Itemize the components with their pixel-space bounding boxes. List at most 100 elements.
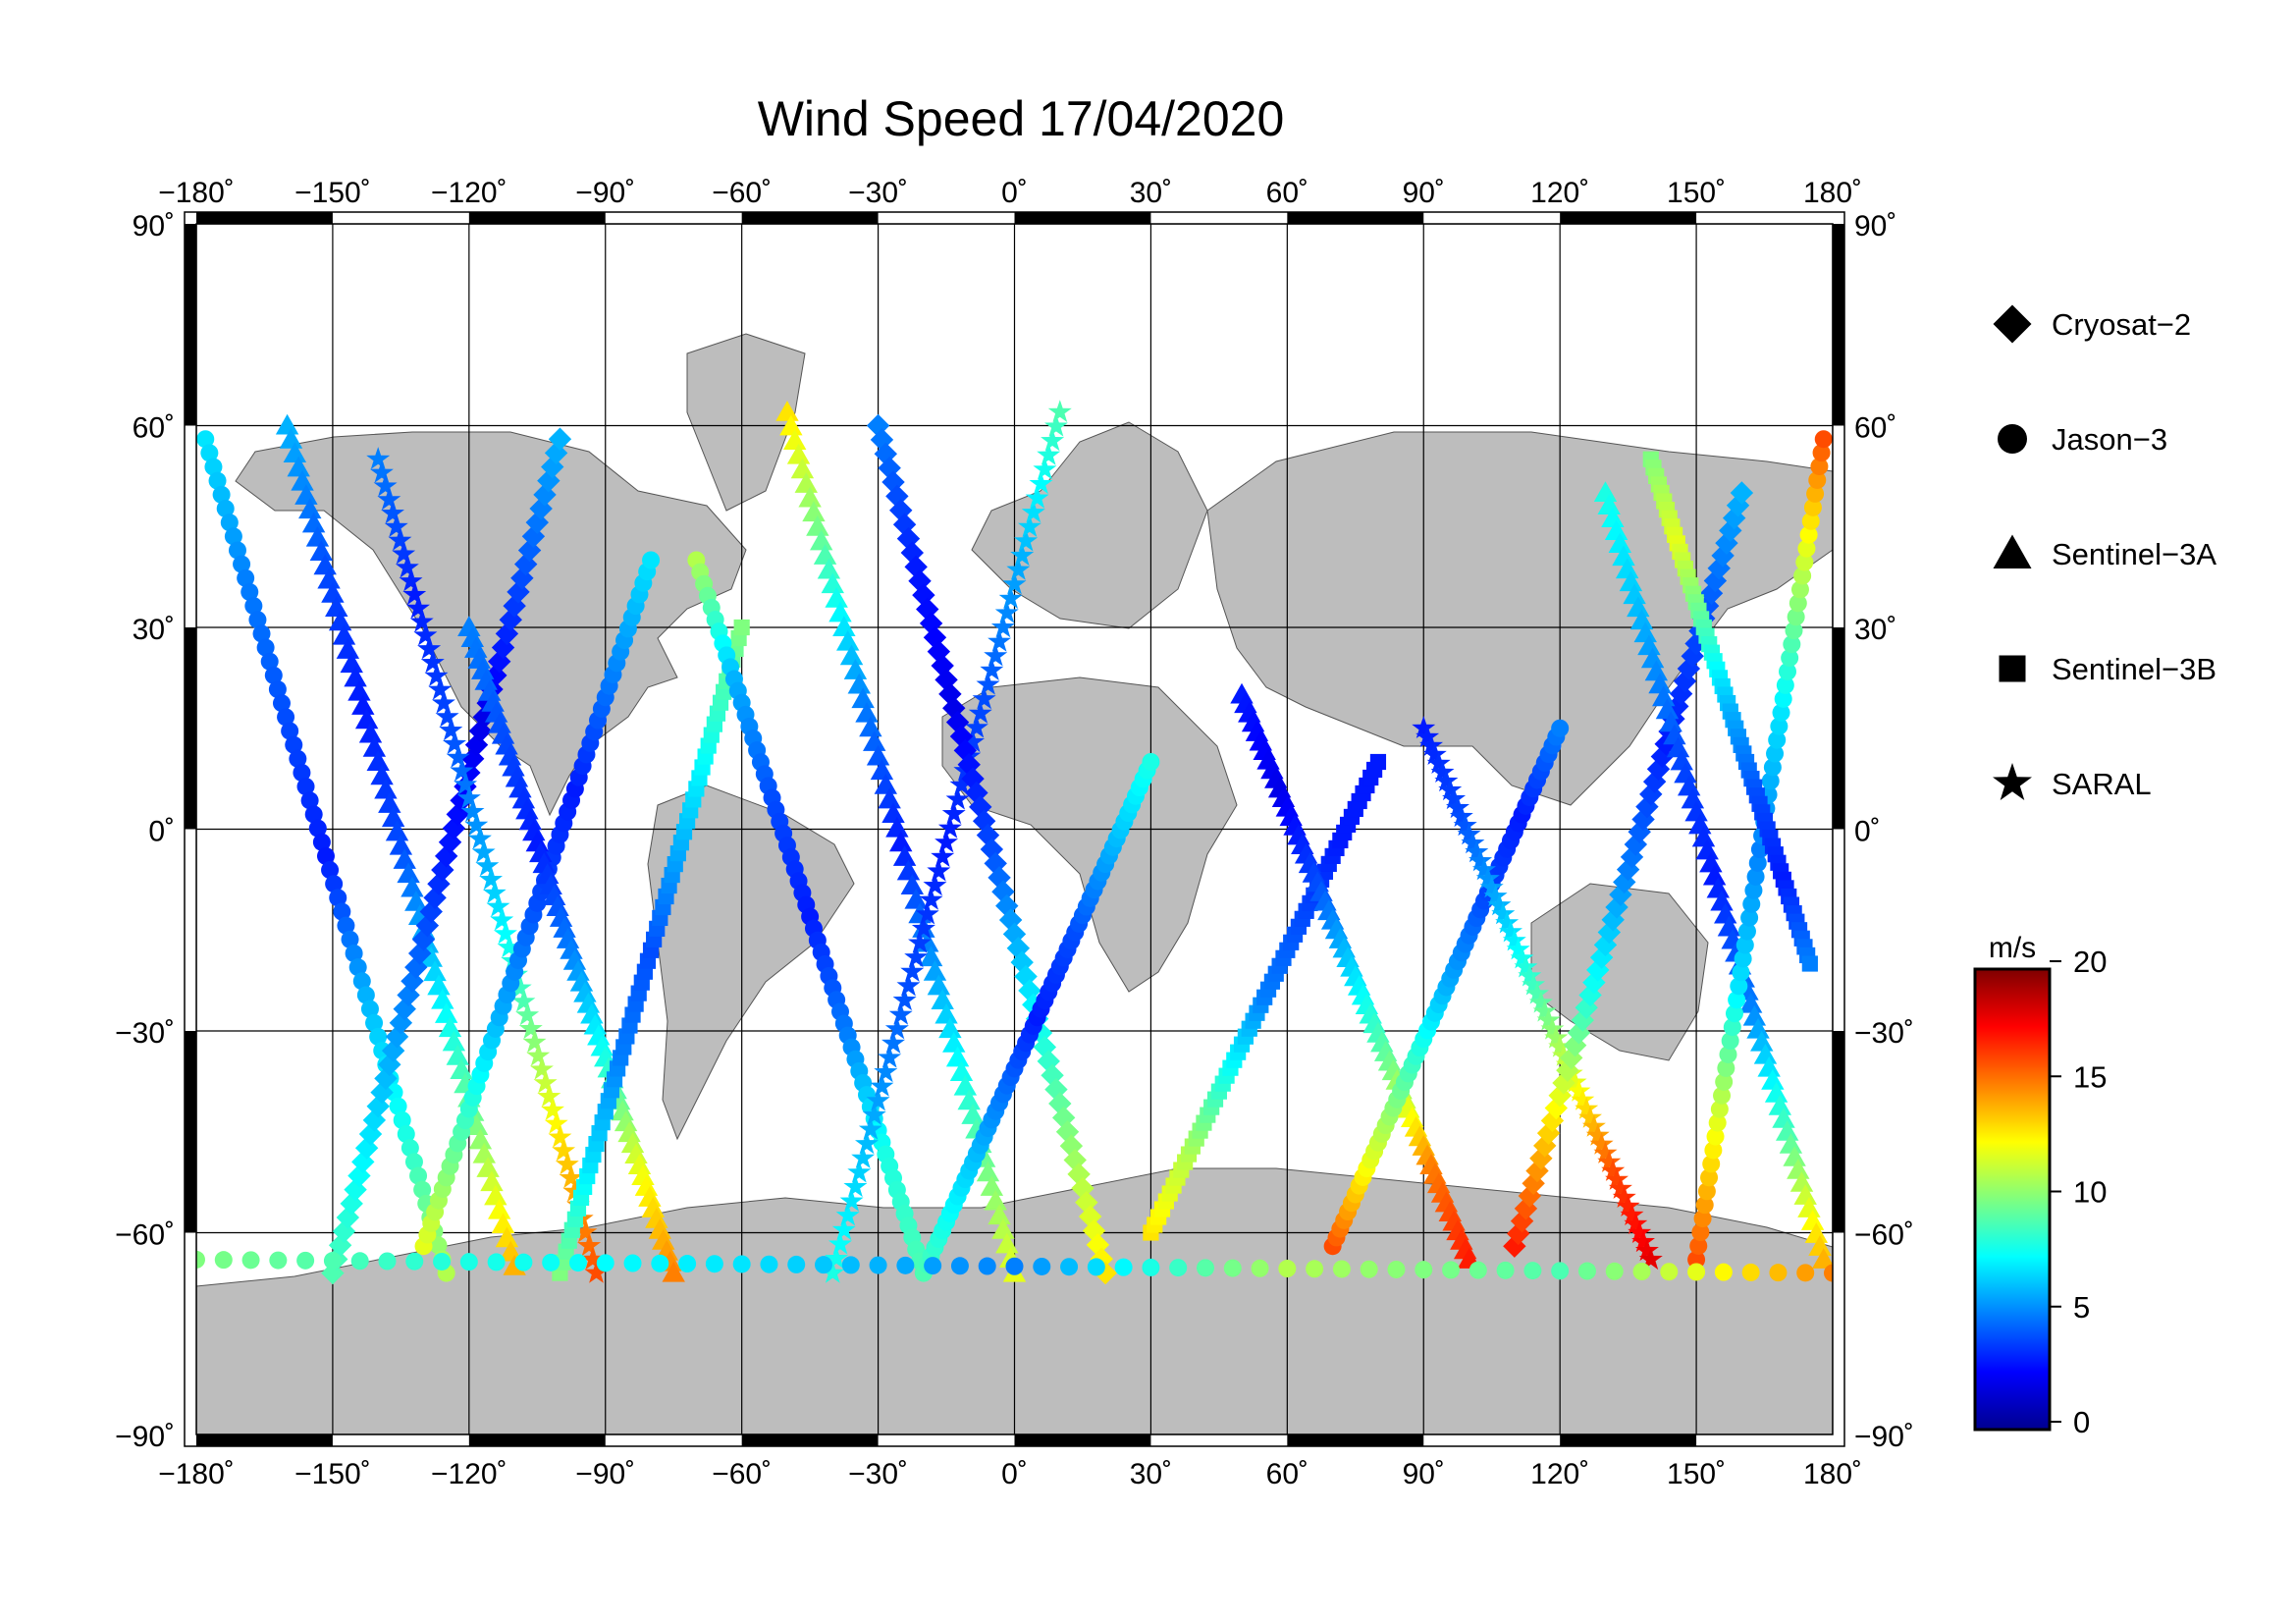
track-point	[529, 1056, 554, 1080]
track-point	[476, 1157, 500, 1177]
track-point	[931, 989, 954, 1009]
track-point	[1025, 485, 1049, 509]
track-11	[914, 753, 1160, 1282]
track-point	[1597, 1150, 1622, 1172]
lon-tick-label-bottom: −180˚	[158, 1458, 235, 1490]
land-africa	[941, 676, 1238, 993]
track-7	[687, 551, 933, 1282]
track-point	[411, 928, 436, 951]
lat-tick-label-right: −90˚	[1854, 1421, 1914, 1453]
track-point	[949, 773, 974, 795]
track-point	[839, 644, 864, 666]
track-point	[1540, 1016, 1565, 1040]
track-point	[1659, 711, 1682, 732]
track-point	[1687, 1263, 1706, 1281]
track-point	[1638, 1247, 1663, 1271]
track-point	[1637, 634, 1661, 656]
track-point	[275, 413, 299, 435]
track-point	[782, 429, 807, 451]
track-point	[351, 1150, 375, 1174]
track-point	[817, 558, 841, 579]
track-point	[325, 875, 344, 893]
track-point	[1775, 1120, 1799, 1141]
track-point	[651, 1254, 669, 1272]
track-point	[1650, 744, 1675, 769]
track-point	[1655, 698, 1680, 720]
track-point	[317, 568, 341, 589]
track-point	[1142, 1258, 1160, 1276]
land-greenland	[686, 333, 806, 512]
track-point	[1704, 1141, 1723, 1160]
lon-tick-label-top: 60˚	[1266, 177, 1308, 209]
track-point	[976, 823, 1000, 847]
track-16	[1503, 481, 1754, 1258]
track-point	[1514, 954, 1538, 978]
track-point	[399, 568, 423, 592]
track-point	[419, 947, 443, 967]
track-point	[313, 554, 337, 575]
track-point	[596, 1254, 614, 1272]
track-point	[961, 730, 985, 753]
track-point	[439, 718, 463, 741]
track-point	[885, 816, 909, 838]
track-point	[984, 643, 1008, 667]
track-point	[541, 455, 564, 479]
track-point	[1730, 481, 1754, 505]
lat-tick-label-right: −30˚	[1854, 1017, 1914, 1050]
track-point	[272, 694, 291, 713]
track-point	[1223, 1259, 1242, 1277]
track-point	[1708, 1113, 1727, 1132]
track-point	[1742, 1004, 1767, 1026]
track-point	[1793, 1184, 1817, 1205]
track-point	[1502, 928, 1526, 951]
track-point	[325, 596, 348, 618]
track-point	[373, 473, 398, 497]
track-point	[1472, 857, 1496, 881]
track-point	[1673, 670, 1697, 693]
track-point	[794, 472, 818, 493]
track-point	[1033, 1035, 1057, 1059]
track-point	[511, 989, 536, 1012]
lat-tick-label-right: 0˚	[1854, 816, 1881, 848]
track-point	[980, 658, 1004, 680]
colorbar-gradient	[1973, 967, 2052, 1432]
track-point	[1725, 1004, 1743, 1023]
track-point	[345, 944, 363, 962]
track-point	[392, 541, 416, 565]
track-20	[196, 1250, 1833, 1282]
track-point	[896, 526, 921, 551]
lat-tick-label-left: −60˚	[115, 1219, 175, 1252]
track-point	[1605, 1262, 1624, 1280]
track-point	[1063, 1148, 1087, 1172]
track-point	[1552, 1071, 1575, 1095]
track-point	[405, 1252, 424, 1271]
track-point	[980, 838, 1004, 861]
track-point	[1430, 760, 1455, 783]
track-point	[858, 1116, 882, 1140]
track-point	[1060, 1258, 1079, 1276]
track-point	[881, 470, 905, 494]
track-point	[354, 708, 379, 730]
track-point	[341, 930, 359, 948]
track-point	[378, 1252, 397, 1271]
track-point	[388, 528, 412, 551]
track-point	[1510, 1209, 1534, 1233]
lon-tick-label-bottom: −150˚	[294, 1458, 371, 1490]
track-point	[256, 638, 275, 657]
track-point	[402, 582, 427, 606]
track-point	[1624, 1212, 1648, 1234]
track-point	[847, 1160, 872, 1183]
track-point	[798, 486, 822, 508]
track-point	[1581, 1114, 1606, 1137]
track-point	[1560, 1046, 1583, 1070]
track-point	[889, 499, 913, 522]
track-point	[397, 983, 420, 1007]
track-point	[413, 1180, 432, 1199]
track-point	[348, 958, 367, 977]
track-point	[976, 1161, 1000, 1182]
track-point	[220, 514, 239, 532]
colorbar-tick-label: 20	[2073, 945, 2107, 979]
track-point	[428, 677, 453, 700]
track-point	[927, 858, 951, 882]
track-point	[1449, 804, 1473, 828]
